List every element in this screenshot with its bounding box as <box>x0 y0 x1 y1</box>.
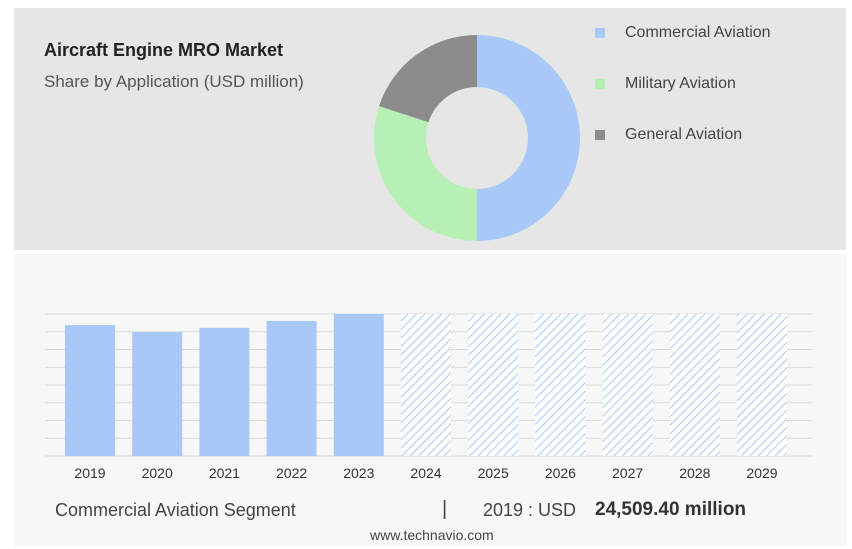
legend-swatch-general <box>595 130 605 140</box>
donut-slice-general <box>379 35 477 123</box>
legend-label-general: General Aviation <box>625 126 743 143</box>
footer-year-label: 2019 : USD <box>483 500 577 520</box>
footer-segment-label: Commercial Aviation Segment <box>55 500 296 520</box>
legend-label-military: Military Aviation <box>625 75 736 92</box>
chart-subtitle: Share by Application (USD million) <box>44 72 304 91</box>
legend-swatch-commercial <box>595 28 605 38</box>
chart-title: Aircraft Engine MRO Market <box>44 40 284 60</box>
legend-item-commercial: Commercial Aviation <box>595 24 771 42</box>
donut-slice-commercial <box>477 35 580 241</box>
legend-item-general: General Aviation <box>595 126 742 144</box>
legend-label-commercial: Commercial Aviation <box>625 24 771 41</box>
donut-chart <box>374 35 580 241</box>
source-link[interactable]: www.technavio.com <box>370 527 494 543</box>
legend-item-military: Military Aviation <box>595 75 736 93</box>
donut-slice-military <box>374 106 477 241</box>
footer-value: 24,509.40 million <box>595 499 747 520</box>
legend-swatch-military <box>595 79 605 89</box>
footer-separator: | <box>442 498 448 520</box>
